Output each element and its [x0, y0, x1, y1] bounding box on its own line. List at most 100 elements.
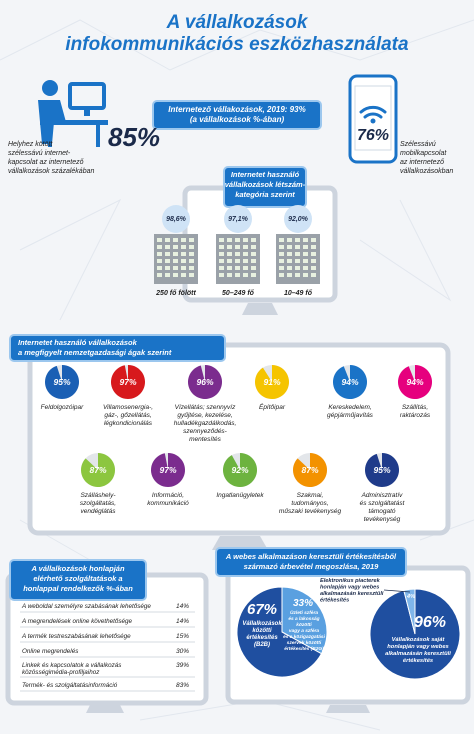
window — [219, 245, 224, 249]
window — [287, 266, 292, 270]
sector-wedge — [151, 453, 186, 487]
description: Helyhez kötött szélessávú internet-kapcso… — [8, 141, 94, 175]
text-line: tevékenység — [364, 516, 401, 523]
window — [235, 238, 240, 242]
text-line: Internetező vállakozások, 2019: 93% — [168, 105, 305, 114]
sector-label: Kereskedelem, gépjárműjavítás — [327, 404, 374, 419]
text-line: Online megrendelés — [22, 648, 79, 655]
monitor-stands — [86, 303, 370, 713]
window — [219, 238, 224, 242]
text-line: infokommunikációs eszközhasználata — [65, 34, 409, 55]
text-line: gépjárműjavítás — [327, 412, 374, 419]
text-line: Információ, — [152, 492, 184, 499]
building — [276, 234, 320, 284]
window — [251, 266, 256, 270]
category-label: 10–49 fő — [284, 290, 313, 297]
window — [157, 245, 162, 249]
sector-wedge — [187, 365, 222, 399]
window — [227, 266, 232, 270]
sector-value: 95% — [373, 465, 390, 475]
window — [303, 266, 308, 270]
text-line: alkalmazásán keresztüli — [320, 591, 384, 597]
banner-text: Internetet használó vállalkozások létszám… — [225, 170, 306, 199]
sector-value: 94% — [406, 377, 423, 387]
window — [219, 259, 224, 263]
window — [173, 259, 178, 263]
window — [295, 252, 300, 256]
window — [165, 252, 170, 256]
text-line: Szélessávú — [400, 141, 436, 148]
window — [227, 273, 232, 277]
window — [303, 238, 308, 242]
text-line: Vízellátás; szennyvíz — [175, 404, 236, 411]
text-line: támogató — [368, 508, 395, 515]
window — [295, 273, 300, 277]
window — [173, 252, 178, 256]
text-line: Szakmai, — [297, 492, 324, 499]
pie-value: 67% — [247, 601, 277, 618]
text-line: vállalkozásokban — [400, 168, 453, 175]
window — [181, 266, 186, 270]
window — [303, 273, 308, 277]
window — [189, 252, 194, 256]
window — [287, 238, 292, 242]
text-line: kommunikáció — [147, 500, 189, 507]
window — [311, 245, 316, 249]
window — [189, 245, 194, 249]
row-label: Linkek és kapcsolatok a vállalkozás közös… — [22, 662, 122, 676]
window — [181, 238, 186, 242]
text-line: Termék- és szolgáltatásinformáció — [22, 682, 118, 689]
text-line: vagy a szféra — [289, 628, 319, 634]
window — [181, 245, 186, 249]
window — [219, 273, 224, 277]
category-label: 50–249 fő — [222, 290, 255, 297]
text-line: Építőipar — [259, 402, 286, 411]
row-label: Termék- és szolgáltatásinformáció — [22, 682, 118, 689]
window — [165, 238, 170, 242]
banner-text: A vállalkozások honlapján elérhető szolgá… — [23, 564, 133, 593]
window — [227, 259, 232, 263]
sector-wedge — [254, 365, 289, 399]
text-line: és szolgáltatást — [360, 500, 406, 507]
value-label: 92,0% — [288, 216, 309, 223]
sector-wedge — [397, 365, 432, 399]
text-line: Vállalkozások saját — [392, 637, 446, 643]
window — [251, 238, 256, 242]
text-line: alkalmazásán keresztüli — [385, 651, 451, 657]
text-line: A megrendelések online követhetősége — [21, 618, 133, 625]
text-line: vendéglátás — [80, 508, 116, 515]
text-line: kategória szerint — [235, 190, 295, 199]
window — [157, 259, 162, 263]
page-title: A vállalkozások infokommunikációs eszközh… — [65, 12, 409, 55]
window — [279, 252, 284, 256]
text-line: szélessávú internet- — [8, 150, 71, 157]
text-line: szolgáltatás, — [80, 500, 116, 507]
window — [157, 266, 162, 270]
text-line: gyűjtése, kezelése, — [177, 412, 232, 419]
text-line: értékesítés — [246, 635, 278, 641]
text-line: Helyhez kötött — [8, 141, 53, 148]
description: Szélessávú mobilkapcsolat az internetező vá… — [400, 141, 453, 175]
value-label: 97,1% — [228, 216, 249, 223]
building — [216, 234, 260, 284]
text-line: Internetet használó vállalkozások — [18, 338, 138, 347]
row-label: A weboldal személyre szabásának lehetősé… — [21, 603, 151, 610]
window — [287, 273, 292, 277]
window — [227, 252, 232, 256]
sector-label: Adminisztratív és szolgáltatást támogató te… — [360, 492, 406, 523]
callout-line — [383, 589, 411, 593]
window — [295, 266, 300, 270]
sector-value: 87% — [301, 465, 318, 475]
window — [251, 273, 256, 277]
text-line: szennyeződés- — [183, 428, 228, 435]
window — [287, 252, 292, 256]
pie-text: Vállalkozások saját honlapján vagy webes a… — [385, 637, 451, 664]
phone-icon — [348, 74, 398, 164]
window — [227, 238, 232, 242]
window — [311, 273, 316, 277]
pie-slice — [281, 586, 328, 655]
window — [243, 252, 248, 256]
row-value: 30% — [176, 648, 189, 655]
sector-wedge — [332, 365, 367, 399]
